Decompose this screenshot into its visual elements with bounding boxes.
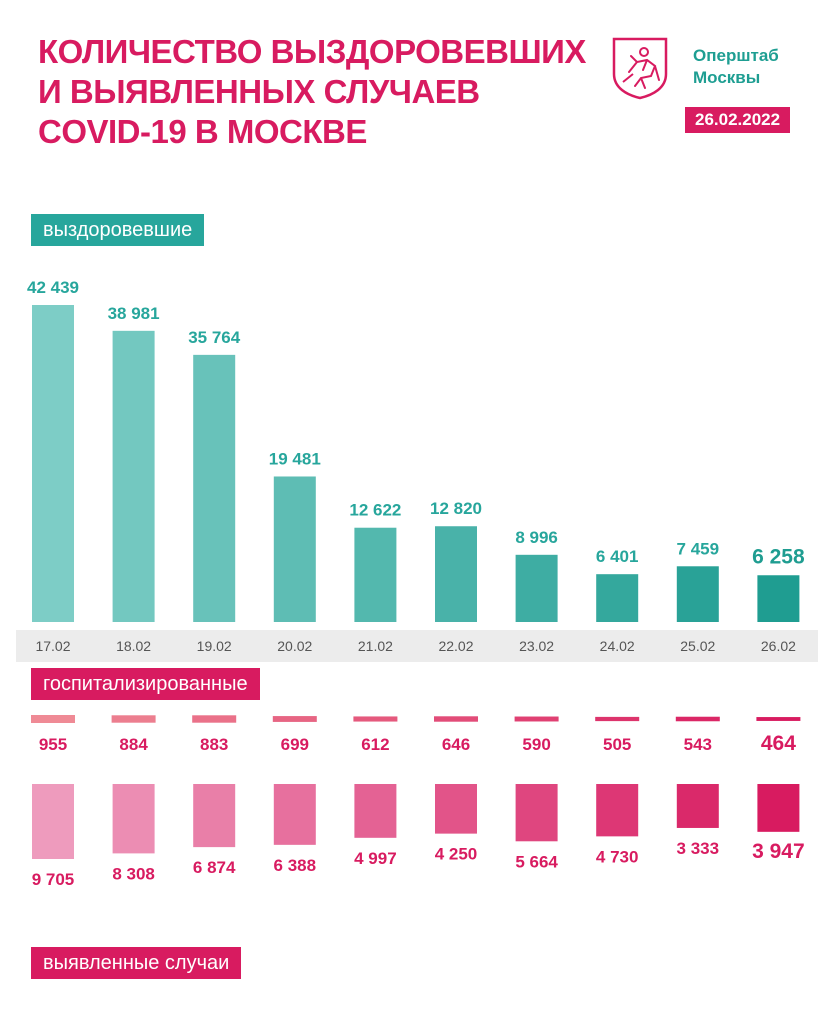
- recovered-value-label: 19 481: [269, 449, 321, 468]
- hospitalized-value-label: 646: [442, 735, 470, 754]
- detected-bar: [676, 784, 719, 828]
- hospitalized-bar: [272, 716, 317, 722]
- hospitalized-value-label: 543: [684, 735, 712, 754]
- hospitalized-bar: [31, 715, 75, 723]
- detected-label: выявленные случаи: [31, 947, 242, 979]
- hospitalized-label: госпитализированные: [31, 668, 260, 700]
- recovered-value-label: 35 764: [188, 328, 241, 347]
- recovered-value-label: 42 439: [27, 278, 79, 297]
- hospitalized-bar: [434, 716, 478, 722]
- hospitalized-value-label: 883: [200, 735, 228, 754]
- hospitalized-value-label: 464: [761, 732, 796, 755]
- date-badge: 26.02.2022: [685, 107, 791, 133]
- recovered-bar: [435, 526, 477, 622]
- hospitalized-value-label: 884: [119, 735, 148, 754]
- detected-bar: [273, 784, 316, 845]
- hospitalized-bar: [111, 715, 156, 723]
- detected-bar: [435, 784, 477, 834]
- x-tick-label: 19.02: [197, 638, 232, 654]
- x-tick-label: 24.02: [600, 638, 635, 654]
- recovered-bar: [273, 476, 316, 622]
- recovered-bar: [757, 575, 800, 622]
- detected-value-label: 8 308: [112, 864, 155, 883]
- recovered-bar: [193, 354, 236, 622]
- detected-value-label: 9 705: [32, 870, 75, 889]
- detected-value-label: 6 874: [193, 858, 236, 877]
- detected-bar: [112, 784, 155, 854]
- recovered-value-label: 7 459: [677, 539, 720, 558]
- hospitalized-bar: [756, 717, 801, 721]
- org-name: Оперштаб Москвы: [693, 45, 779, 89]
- hospitalized-bar: [192, 715, 237, 723]
- hospitalized-value-label: 505: [603, 735, 631, 754]
- moscow-coat-of-arms-icon: [611, 36, 669, 100]
- recovered-bar: [32, 305, 74, 622]
- detected-value-label: 6 388: [274, 856, 317, 875]
- title-line-2: И ВЫЯВЛЕННЫХ СЛУЧАЕВ: [38, 73, 480, 110]
- detected-value-label: 3 333: [677, 839, 720, 858]
- recovered-value-label: 6 401: [596, 547, 639, 566]
- x-tick-label: 25.02: [680, 638, 715, 654]
- recovered-bar: [596, 574, 639, 622]
- detected-value-label: 4 730: [596, 847, 639, 866]
- hospitalized-bar: [675, 716, 720, 722]
- detected-bar: [596, 784, 639, 837]
- recovered-value-label: 12 820: [430, 499, 482, 518]
- recovered-bar: [676, 566, 719, 622]
- detected-bar: [354, 784, 397, 838]
- org-line-1: Оперштаб: [693, 46, 779, 65]
- x-axis-strip: [16, 630, 818, 662]
- recovered-value-label: 6 258: [752, 545, 805, 568]
- detected-bar: [193, 784, 236, 848]
- x-tick-label: 22.02: [438, 638, 473, 654]
- recovered-value-label: 8 996: [515, 528, 558, 547]
- hospitalized-bar: [353, 716, 398, 722]
- detected-bar: [515, 784, 558, 842]
- hospitalized-value-label: 590: [522, 735, 550, 754]
- recovered-value-label: 12 622: [349, 501, 401, 520]
- detected-value-label: 4 250: [435, 845, 478, 864]
- x-tick-label: 26.02: [761, 638, 796, 654]
- detected-value-label: 4 997: [354, 849, 397, 868]
- recovered-bar: [354, 527, 397, 622]
- recovered-bar: [515, 554, 558, 622]
- detected-bar: [757, 784, 800, 832]
- hospitalized-bar: [514, 716, 559, 722]
- hospitalized-value-label: 955: [39, 735, 67, 754]
- x-tick-label: 20.02: [277, 638, 312, 654]
- x-tick-label: 18.02: [116, 638, 151, 654]
- recovered-bar: [112, 330, 155, 622]
- detected-value-label: 5 664: [515, 852, 558, 871]
- x-tick-label: 17.02: [35, 638, 70, 654]
- hospitalized-value-label: 612: [361, 735, 389, 754]
- recovered-value-label: 38 981: [108, 304, 160, 323]
- detected-value-label: 3 947: [752, 840, 805, 863]
- x-tick-label: 21.02: [358, 638, 393, 654]
- org-line-2: Москвы: [693, 68, 761, 87]
- title-line-3: COVID-19 В МОСКВЕ: [38, 113, 367, 150]
- detected-bar: [32, 784, 74, 859]
- hospitalized-value-label: 699: [281, 735, 309, 754]
- x-tick-label: 23.02: [519, 638, 554, 654]
- hospitalized-bar: [595, 716, 640, 722]
- recovered-label: выздоровевшие: [31, 214, 205, 246]
